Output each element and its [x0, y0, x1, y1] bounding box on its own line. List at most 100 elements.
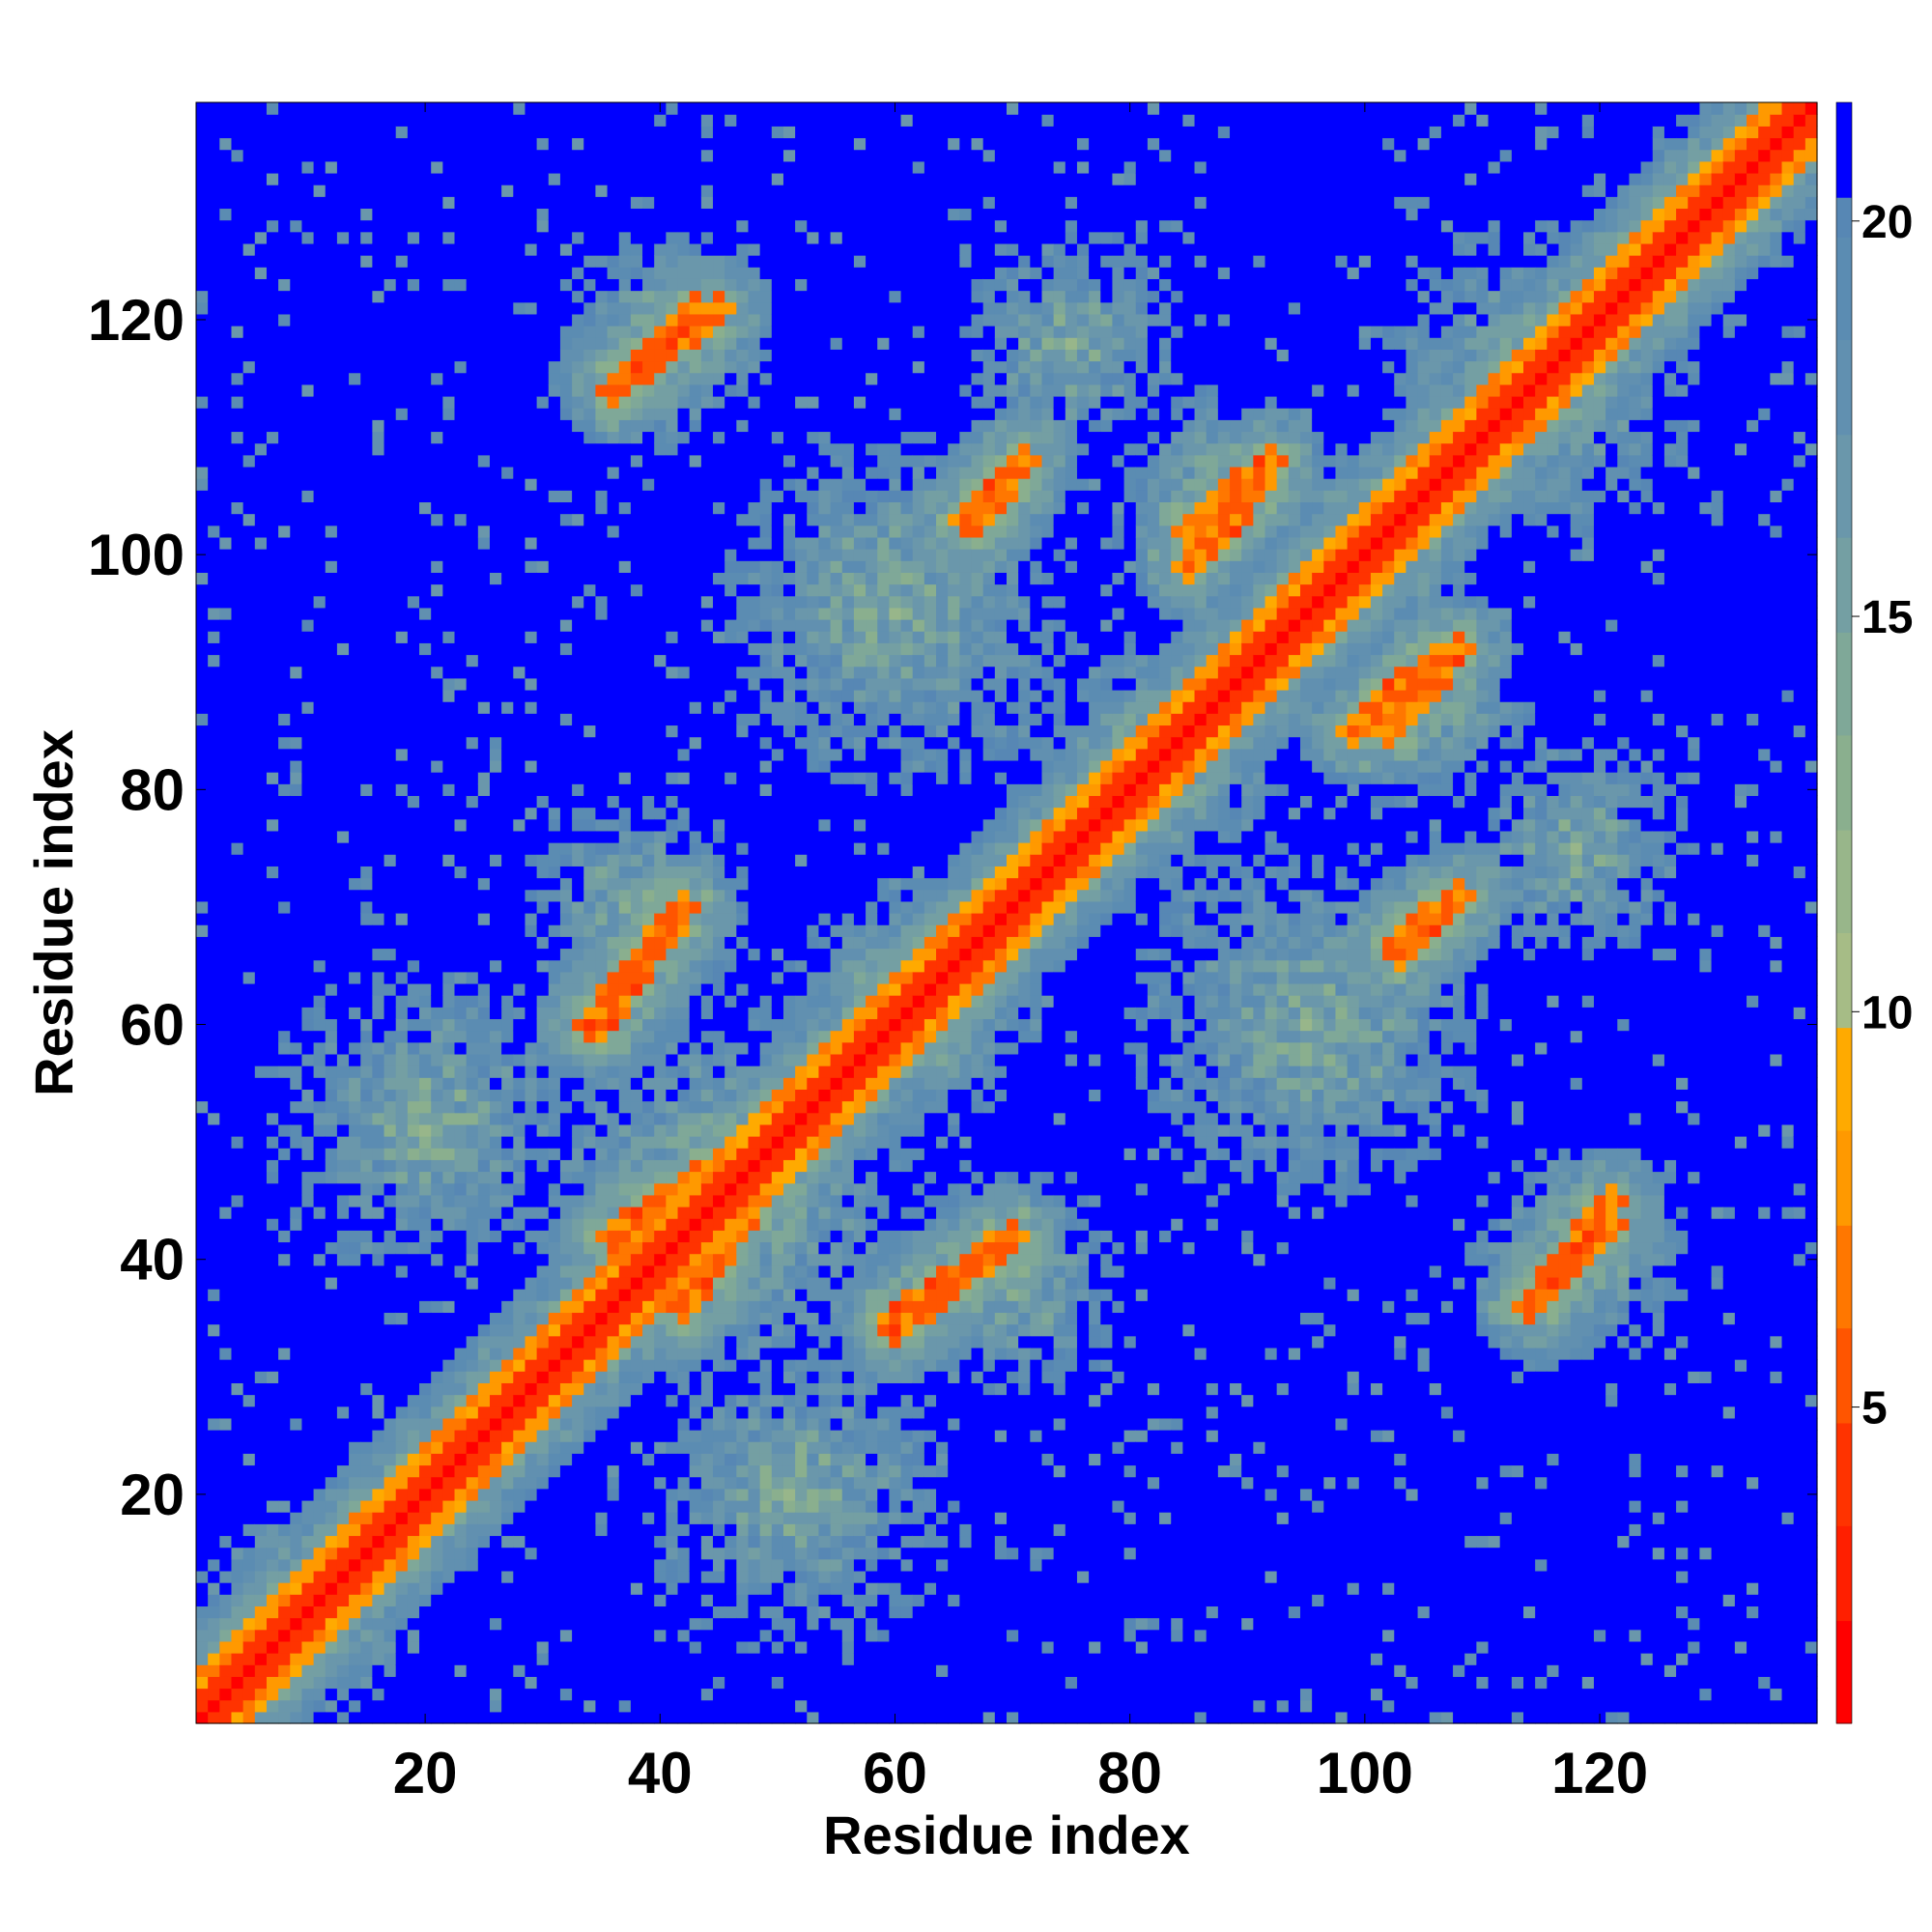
heatmap-cell [196, 1512, 209, 1524]
heatmap-cell [396, 1464, 409, 1477]
heatmap-cell [501, 302, 514, 315]
heatmap-cell [396, 1523, 409, 1536]
heatmap-cell [231, 1136, 243, 1149]
heatmap-cell [219, 384, 232, 397]
heatmap-cell [314, 760, 327, 773]
heatmap-cell [360, 220, 373, 233]
heatmap-cell [208, 1172, 220, 1184]
heatmap-cell [572, 1241, 584, 1254]
heatmap-cell [243, 243, 256, 256]
heatmap-cell [537, 584, 550, 597]
heatmap-cell [326, 678, 338, 691]
heatmap-cell [537, 1172, 550, 1184]
heatmap-cell [431, 760, 443, 773]
heatmap-cell [384, 854, 397, 867]
heatmap-cell [219, 572, 232, 584]
heatmap-cell [326, 878, 338, 891]
heatmap-cell [301, 1618, 314, 1631]
heatmap-cell [408, 1324, 420, 1337]
heatmap-cell [326, 150, 338, 162]
heatmap-cell [196, 220, 209, 233]
heatmap-cell [267, 1042, 279, 1055]
heatmap-cell [314, 1512, 327, 1524]
heatmap-cell [301, 1464, 314, 1477]
heatmap-cell [326, 501, 338, 514]
heatmap-cell [290, 1430, 302, 1442]
heatmap-cell [372, 972, 384, 984]
heatmap-cell [278, 1254, 291, 1266]
heatmap-cell [467, 314, 479, 327]
heatmap-cell [431, 1430, 443, 1442]
heatmap-cell [267, 314, 279, 327]
heatmap-cell [431, 1477, 443, 1490]
heatmap-cell [478, 443, 491, 456]
heatmap-cell [549, 737, 561, 750]
heatmap-cell [372, 1594, 384, 1606]
heatmap-cell [549, 1277, 561, 1290]
heatmap-cell [384, 678, 397, 691]
heatmap-cell [360, 1148, 373, 1160]
heatmap-cell [360, 795, 373, 808]
heatmap-cell [513, 1464, 526, 1477]
heatmap-cell [290, 1676, 302, 1689]
heatmap-cell [478, 913, 491, 925]
heatmap-cell [278, 291, 291, 303]
heatmap-cell [349, 631, 361, 643]
heatmap-cell [208, 443, 220, 456]
heatmap-cell [431, 913, 443, 925]
heatmap-cell [549, 1500, 561, 1513]
heatmap-cell [537, 960, 550, 973]
heatmap-cell [337, 1676, 350, 1689]
heatmap-cell [301, 983, 314, 996]
heatmap-cell [349, 642, 361, 655]
heatmap-cell [431, 396, 443, 409]
heatmap-cell [384, 936, 397, 949]
heatmap-cell [255, 537, 268, 550]
heatmap-cell [431, 1241, 443, 1254]
heatmap-cell [326, 1406, 338, 1419]
heatmap-cell [255, 1277, 268, 1290]
heatmap-cell [326, 1441, 338, 1454]
heatmap-cell [467, 431, 479, 443]
heatmap-cell [278, 208, 291, 220]
heatmap-cell [360, 126, 373, 138]
heatmap-cell [326, 255, 338, 268]
heatmap-cell [431, 243, 443, 256]
heatmap-cell [442, 1136, 455, 1149]
heatmap-cell [231, 208, 243, 220]
heatmap-cell [196, 1430, 209, 1442]
heatmap-cell [208, 1441, 220, 1454]
heatmap-cell [572, 1289, 584, 1301]
heatmap-cell [337, 1148, 350, 1160]
heatmap-cell [326, 373, 338, 385]
heatmap-cell [314, 1065, 327, 1078]
heatmap-cell [301, 208, 314, 220]
heatmap-cell [196, 1172, 209, 1184]
heatmap-cell [442, 890, 455, 902]
heatmap-cell [208, 1605, 220, 1618]
heatmap-cell [301, 1101, 314, 1114]
heatmap-cell [490, 1618, 502, 1631]
heatmap-cell [419, 1630, 432, 1642]
heatmap-cell [442, 267, 455, 279]
heatmap-cell [549, 1395, 561, 1407]
heatmap-cell [513, 1042, 526, 1055]
heatmap-cell [208, 901, 220, 914]
heatmap-cell [525, 337, 537, 350]
heatmap-cell [442, 795, 455, 808]
heatmap-cell [255, 1007, 268, 1019]
heatmap-cell [560, 255, 573, 268]
heatmap-cell [267, 1018, 279, 1031]
heatmap-cell [231, 1500, 243, 1513]
heatmap-cell [396, 1489, 409, 1501]
heatmap-cell [267, 1218, 279, 1231]
heatmap-cell [549, 1265, 561, 1278]
heatmap-cell [490, 1489, 502, 1501]
heatmap-cell [455, 501, 468, 514]
heatmap-cell [525, 443, 537, 456]
heatmap-cell [513, 314, 526, 327]
heatmap-cell [478, 772, 491, 784]
heatmap-cell [349, 478, 361, 491]
heatmap-cell [196, 1500, 209, 1513]
heatmap-cell [478, 1089, 491, 1101]
